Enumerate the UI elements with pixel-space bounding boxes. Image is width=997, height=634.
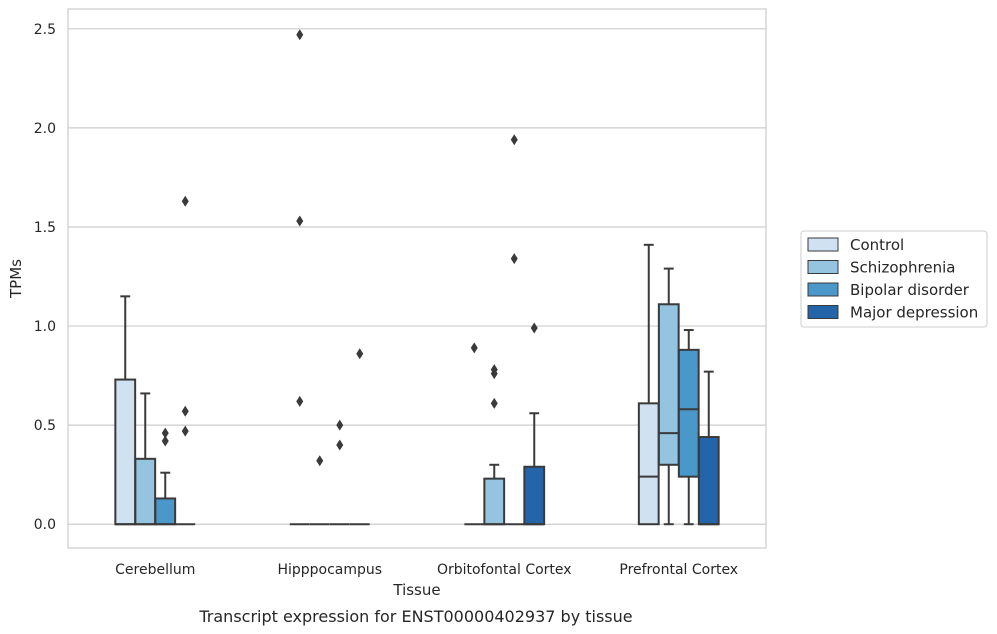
legend-swatch: [807, 282, 839, 297]
outlier-point: [336, 439, 344, 451]
outlier-point: [296, 215, 304, 227]
y-tick-label: 0.5: [34, 418, 56, 434]
box-iqr: [637, 402, 660, 526]
box-iqr: [677, 348, 700, 478]
outlier-point: [490, 397, 498, 409]
box-iqr: [154, 497, 177, 526]
box-iqr: [483, 477, 506, 526]
legend-label: Major depression: [850, 304, 978, 322]
outlier-point: [181, 195, 189, 207]
legend-label: Schizophrenia: [850, 259, 955, 277]
y-axis-label: TPMs: [7, 259, 25, 299]
x-tick-label: Orbitofontal Cortex: [437, 562, 572, 578]
outlier-point: [356, 348, 364, 360]
legend-swatch: [807, 305, 839, 319]
box-bipolar-disorder: [154, 427, 177, 526]
outlier-point: [181, 405, 189, 417]
box-control: [464, 342, 485, 526]
box-iqr: [697, 436, 720, 526]
box-schizophrenia: [134, 392, 157, 526]
box-bipolar-disorder: [329, 419, 350, 526]
box-iqr: [134, 457, 157, 526]
outlier-point: [336, 419, 344, 431]
box-control: [289, 29, 310, 526]
chart-caption: Transcript expression for ENST0000040293…: [198, 607, 632, 626]
outlier-point: [296, 29, 304, 41]
outlier-point: [510, 253, 518, 265]
box-layer: [114, 29, 720, 526]
legend-frame: [800, 230, 988, 328]
y-tick-label: 1.5: [34, 220, 56, 236]
box-control: [114, 295, 137, 526]
outlier-point: [316, 455, 324, 467]
legend-swatch: [807, 237, 839, 252]
plot-frame: [67, 8, 767, 549]
y-tick-label: 0.0: [34, 517, 56, 533]
box-iqr: [114, 378, 137, 526]
outlier-point: [490, 368, 498, 380]
y-tick-label: 2.5: [34, 22, 56, 38]
y-tick-label: 2.0: [34, 121, 56, 137]
x-tick-label: Hipppocampus: [277, 562, 382, 578]
outlier-point: [470, 342, 478, 354]
box-schizophrenia: [483, 364, 506, 526]
legend-swatch: [807, 260, 839, 274]
legend: Control Schizophrenia Bipolar disorder Majo…: [800, 230, 988, 328]
legend-label: Control: [850, 236, 904, 254]
box-schizophrenia: [309, 455, 330, 526]
box-iqr: [657, 303, 680, 466]
box-schizophrenia: [657, 267, 680, 526]
y-tick-labels: 0.0 0.5 1.0 1.5 2.0 2.5: [34, 22, 56, 533]
outlier-point: [510, 134, 518, 146]
outlier-point: [161, 427, 169, 439]
box-iqr: [523, 465, 546, 526]
outlier-point: [296, 395, 304, 407]
legend-label: Bipolar disorder: [850, 281, 970, 299]
box-bipolar-disorder: [677, 329, 700, 526]
box-control: [637, 243, 660, 526]
box-bipolar-disorder: [504, 134, 525, 526]
box-major-depression: [523, 322, 546, 526]
y-tick-label: 1.0: [34, 319, 56, 335]
x-tick-labels: Cerebellum Hipppocampus Orbitofontal Corte…: [115, 562, 738, 578]
box-major-depression: [175, 195, 196, 526]
outlier-point: [161, 435, 169, 447]
x-axis-label: Tissue: [392, 581, 440, 599]
outlier-point: [530, 322, 538, 334]
x-tick-label: Cerebellum: [115, 562, 195, 578]
box-major-depression: [697, 370, 720, 526]
x-tick-label: Prefrontal Cortex: [619, 562, 738, 578]
outlier-point: [181, 425, 189, 437]
box-major-depression: [349, 348, 370, 526]
